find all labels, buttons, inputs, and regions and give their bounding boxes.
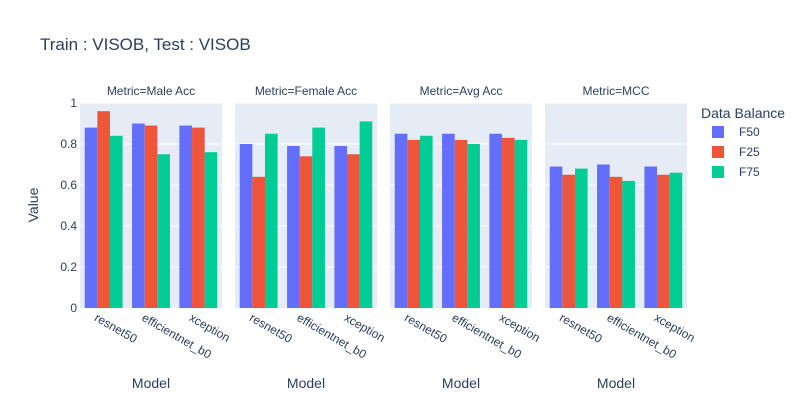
y-tick-label: 1: [70, 96, 77, 110]
bar-f25-resnet50[interactable]: [407, 139, 420, 308]
x-axis-title: Model: [597, 375, 635, 391]
bar-f25-efficientnet_b0[interactable]: [299, 156, 313, 308]
bar-f75-xception[interactable]: [359, 121, 373, 308]
legend-swatch: [712, 146, 724, 158]
bar-f75-xception[interactable]: [669, 172, 683, 308]
bar-f50-resnet50[interactable]: [239, 144, 253, 308]
bar-f50-efficientnet_b0[interactable]: [287, 146, 300, 308]
bar-f25-efficientnet_b0[interactable]: [454, 139, 468, 308]
y-tick-label: 0.4: [60, 219, 77, 233]
x-tick-label: resnet50: [247, 310, 295, 346]
legend-item-f50[interactable]: F50: [712, 125, 760, 139]
bar-f75-resnet50[interactable]: [109, 135, 123, 308]
bar-f50-xception[interactable]: [489, 133, 503, 308]
bar-f50-resnet50[interactable]: [549, 166, 563, 308]
bar-f25-efficientnet_b0[interactable]: [609, 176, 623, 308]
bar-f50-resnet50[interactable]: [394, 133, 408, 308]
bar-f50-resnet50[interactable]: [84, 127, 98, 308]
bar-f50-efficientnet_b0[interactable]: [132, 123, 145, 309]
bar-f75-xception[interactable]: [204, 152, 218, 308]
chart-title: Train : VISOB, Test : VISOB: [40, 35, 251, 54]
x-axis-title: Model: [442, 375, 480, 391]
legend-swatch: [712, 166, 724, 178]
legend-label: F75: [739, 165, 760, 179]
bar-f75-efficientnet_b0[interactable]: [467, 144, 480, 308]
bar-f75-xception[interactable]: [514, 139, 528, 308]
x-axis-title: Model: [287, 375, 325, 391]
bar-f75-efficientnet_b0[interactable]: [622, 180, 635, 308]
bar-f50-efficientnet_b0[interactable]: [597, 164, 610, 309]
bar-f50-xception[interactable]: [644, 166, 658, 308]
bar-f25-xception[interactable]: [347, 154, 360, 308]
y-tick-label: 0.6: [60, 178, 77, 192]
facet-title: Metric=Avg Acc: [420, 84, 503, 98]
legend-swatch: [712, 126, 724, 138]
y-tick-label: 0: [70, 301, 77, 315]
legend[interactable]: Data Balance F50 F25 F75: [701, 105, 785, 179]
bar-f75-resnet50[interactable]: [574, 168, 588, 308]
bar-f75-efficientnet_b0[interactable]: [157, 154, 170, 308]
x-tick-label: resnet50: [557, 310, 605, 346]
bar-f75-resnet50[interactable]: [264, 133, 278, 308]
x-tick-label: resnet50: [402, 310, 450, 346]
facet-title: Metric=Male Acc: [107, 84, 195, 98]
legend-title: Data Balance: [701, 105, 785, 121]
bar-f25-xception[interactable]: [192, 127, 205, 308]
bar-f50-efficientnet_b0[interactable]: [442, 133, 455, 308]
y-axis-title: Value: [25, 187, 41, 222]
facet-title: Metric=MCC: [582, 84, 649, 98]
bar-f25-efficientnet_b0[interactable]: [144, 125, 158, 308]
facet-title: Metric=Female Acc: [255, 84, 357, 98]
legend-label: F25: [739, 145, 760, 159]
y-tick-label: 0.8: [60, 137, 77, 151]
bar-f50-xception[interactable]: [334, 146, 348, 308]
bar-f25-xception[interactable]: [657, 174, 670, 308]
bar-f50-xception[interactable]: [179, 125, 193, 308]
bar-f75-efficientnet_b0[interactable]: [312, 127, 325, 308]
legend-label: F50: [739, 125, 760, 139]
bar-f25-resnet50[interactable]: [562, 174, 575, 308]
bar-f75-resnet50[interactable]: [419, 135, 433, 308]
x-tick-label: resnet50: [92, 310, 140, 346]
legend-item-f25[interactable]: F25: [712, 145, 760, 159]
y-tick-label: 0.2: [60, 260, 77, 274]
x-axis-title: Model: [132, 375, 170, 391]
legend-item-f75[interactable]: F75: [712, 165, 760, 179]
bar-f25-resnet50[interactable]: [252, 176, 265, 308]
bar-f25-xception[interactable]: [502, 137, 515, 308]
bar-f25-resnet50[interactable]: [97, 111, 110, 308]
